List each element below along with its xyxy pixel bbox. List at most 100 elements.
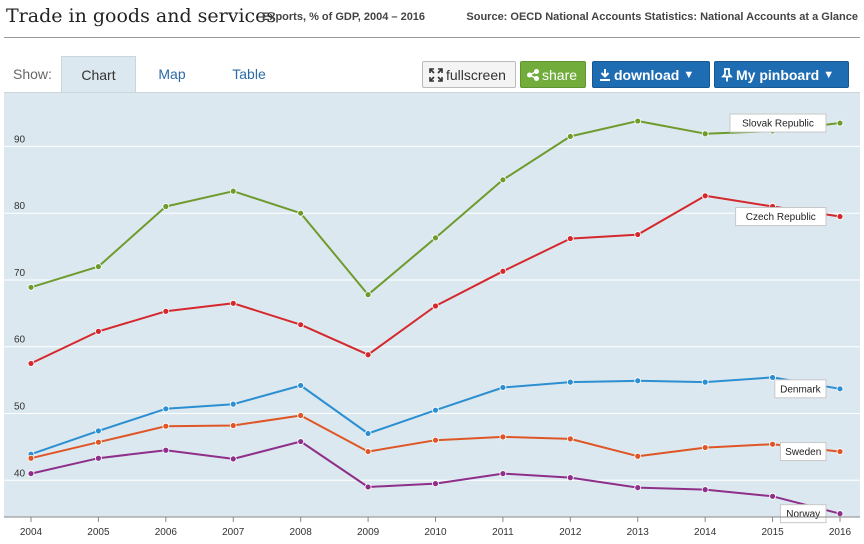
data-point: [27, 470, 35, 477]
data-point: [364, 291, 372, 299]
data-point: [364, 351, 372, 359]
series-label: Sweden: [779, 442, 827, 462]
series-label-text: Slovak Republic: [742, 119, 814, 130]
data-point: [836, 448, 844, 455]
data-point: [297, 209, 305, 217]
data-point: [162, 405, 170, 413]
data-point: [634, 484, 642, 492]
y-tick-label: 70: [14, 268, 26, 279]
data-point: [432, 436, 439, 444]
share-label: share: [542, 66, 578, 83]
y-axis-ticks: 40 50 60 70 80 90: [14, 134, 26, 479]
pin-icon: [721, 68, 733, 82]
fullscreen-button[interactable]: fullscreen: [422, 61, 516, 88]
download-icon: [600, 69, 610, 82]
data-point: [499, 384, 507, 391]
data-point: [364, 448, 372, 455]
x-tick-label: 2010: [424, 527, 447, 538]
data-point: [229, 299, 237, 307]
data-point: [566, 474, 574, 482]
series-label-box: [779, 504, 827, 524]
tab-chart[interactable]: Chart: [61, 56, 136, 92]
data-point: [836, 510, 844, 518]
series-label: Slovak Republic: [729, 113, 827, 133]
series-label-box: [779, 442, 827, 462]
download-label: download: [614, 66, 680, 83]
x-tick-label: 2014: [694, 527, 717, 538]
y-tick-label: 80: [14, 201, 26, 212]
data-point: [701, 192, 709, 200]
data-point: [162, 422, 170, 430]
x-tick-label: 2005: [87, 527, 110, 538]
y-tick-label: 60: [14, 335, 26, 346]
y-tick-label: 90: [14, 134, 26, 145]
tab-table[interactable]: Table: [219, 56, 279, 92]
pinboard-button[interactable]: My pinboard ▼: [714, 61, 849, 88]
data-point: [432, 234, 439, 242]
series-label: Norway: [779, 504, 827, 524]
data-point: [634, 377, 642, 385]
series-label-text: Denmark: [780, 384, 822, 395]
x-tick-label: 2015: [761, 527, 784, 538]
data-point: [432, 302, 439, 310]
data-point: [95, 327, 102, 335]
data-point: [297, 382, 305, 389]
data-point: [229, 455, 237, 463]
series-label: Czech Republic: [735, 207, 827, 227]
x-tick-label: 2004: [20, 527, 43, 538]
series-label-text: Sweden: [785, 447, 821, 458]
tab-table-label: Table: [232, 66, 266, 82]
data-point: [499, 267, 507, 275]
series-labels: Slovak Republic Czech Republic Denmark Swed…: [729, 113, 827, 524]
chart-header: Trade in goods and services Exports, % o…: [0, 0, 864, 38]
series-label-text: Norway: [786, 509, 820, 520]
series-label-box: [774, 379, 827, 399]
data-point: [566, 133, 574, 140]
share-button[interactable]: share: [520, 61, 586, 88]
data-point: [297, 321, 305, 329]
tab-map[interactable]: Map: [142, 56, 202, 92]
series-label: Denmark: [774, 379, 827, 399]
data-point: [162, 203, 170, 210]
data-point: [95, 438, 102, 446]
data-point: [95, 427, 102, 435]
data-point: [162, 446, 170, 454]
tab-map-label: Map: [158, 66, 186, 82]
x-tick-label: 2016: [829, 527, 852, 538]
pinboard-caret-icon: ▼: [823, 68, 835, 81]
data-point: [229, 422, 237, 429]
data-point: [701, 378, 709, 386]
data-point: [701, 444, 709, 451]
data-point: [95, 454, 102, 462]
data-point: [27, 360, 35, 367]
line-chart: 40 50 60 70 80 90 Slovak Republic Czech Republ…: [4, 93, 860, 538]
data-point: [297, 412, 305, 419]
data-point: [95, 263, 102, 271]
data-point: [499, 433, 507, 441]
series-label-text: Czech Republic: [746, 212, 816, 223]
download-caret-icon: ▼: [683, 68, 695, 81]
download-button[interactable]: download ▼: [592, 61, 710, 88]
data-point: [162, 307, 170, 315]
data-point: [566, 378, 574, 386]
x-tick-label: 2012: [559, 527, 582, 538]
pinboard-label: My pinboard: [736, 66, 820, 83]
data-point: [499, 470, 507, 477]
data-point: [229, 187, 237, 195]
share-icon: [527, 69, 539, 82]
data-point: [769, 492, 776, 500]
x-tick-label: 2008: [290, 527, 313, 538]
data-point: [701, 486, 709, 494]
data-point: [27, 454, 35, 462]
data-point: [364, 430, 372, 437]
fullscreen-label: fullscreen: [446, 66, 506, 83]
data-point: [364, 483, 372, 491]
page-title: Trade in goods and services: [6, 5, 277, 27]
data-point: [566, 235, 574, 242]
data-point: [634, 117, 642, 125]
x-axis-ticks: 2004 2005 2006 2007 2008 2009 2010 2011 2012 2013…: [20, 517, 852, 538]
gridlines: [4, 145, 860, 481]
x-tick-label: 2009: [357, 527, 380, 538]
data-point: [499, 176, 507, 184]
chart-subtitle: Exports, % of GDP, 2004 – 2016: [262, 11, 426, 23]
